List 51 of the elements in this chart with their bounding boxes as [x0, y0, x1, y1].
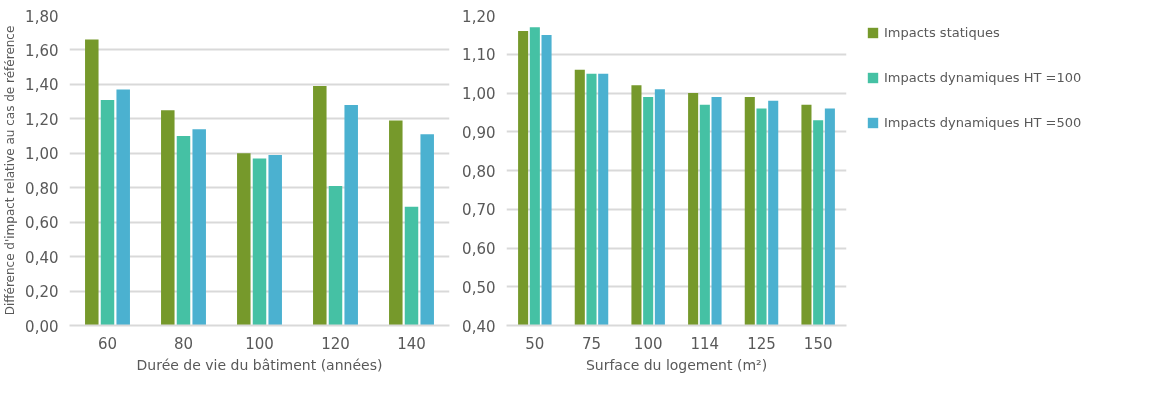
bar: [161, 110, 175, 326]
bar: [344, 105, 358, 326]
y-tick-label: 1,20: [25, 110, 59, 129]
legend-label: Impacts dynamiques HT =100: [884, 70, 1082, 85]
bar: [100, 99, 115, 326]
y-tick-label: 0,90: [462, 123, 496, 142]
x-tick-label: 100: [633, 334, 663, 353]
x-tick-label: 50: [525, 334, 545, 353]
x-tick-label: 75: [581, 334, 602, 353]
y-tick-label: 1,60: [25, 41, 59, 60]
x-tick-label: 60: [97, 334, 118, 353]
y-tick-label: 0,40: [462, 317, 496, 336]
y-tick-label: 0,40: [25, 248, 59, 267]
bar: [85, 39, 99, 326]
x-tick-label: 150: [803, 334, 833, 353]
y-tick-label: 0,50: [462, 278, 496, 297]
y-axis-title: Différence d'impact relative au cas de référence: [3, 25, 18, 316]
x-axis-title: Surface du logement (m²): [585, 356, 768, 373]
y-tick-label: 0,80: [462, 162, 496, 181]
y-tick-label: 1,10: [462, 46, 496, 65]
bar: [389, 120, 403, 326]
x-tick-label: 125: [747, 334, 776, 353]
bar: [116, 89, 130, 326]
bar: [328, 186, 343, 326]
y-tick-label: 1,80: [25, 7, 59, 26]
x-tick-label: 140: [397, 334, 426, 353]
bar: [252, 158, 267, 326]
bar: [192, 129, 206, 326]
x-tick-label: 114: [690, 334, 720, 353]
x-tick-label: 120: [321, 334, 350, 353]
y-tick-label: 0,70: [462, 201, 496, 220]
y-tick-label: 0,60: [25, 214, 59, 233]
legend-label: Impacts statiques: [884, 25, 1000, 40]
x-axis-title: Durée de vie du bâtiment (années): [136, 356, 383, 373]
bar: [268, 155, 282, 326]
bar: [176, 136, 191, 326]
bar: [313, 86, 327, 326]
y-tick-label: 1,20: [462, 7, 496, 26]
y-tick-label: 0,20: [25, 283, 59, 302]
y-tick-label: 0,80: [25, 179, 59, 198]
legend-label: Impacts dynamiques HT =500: [884, 115, 1082, 130]
x-tick-label: 100: [245, 334, 274, 353]
y-tick-label: 1,00: [462, 85, 496, 103]
y-tick-label: 0,00: [25, 317, 59, 336]
bar: [404, 206, 419, 326]
bar: [420, 134, 434, 326]
y-tick-label: 1,00: [25, 145, 59, 164]
y-tick-label: 1,40: [25, 76, 59, 95]
bar: [237, 153, 251, 326]
x-tick-label: 80: [173, 334, 194, 353]
y-tick-label: 0,60: [462, 240, 496, 258]
